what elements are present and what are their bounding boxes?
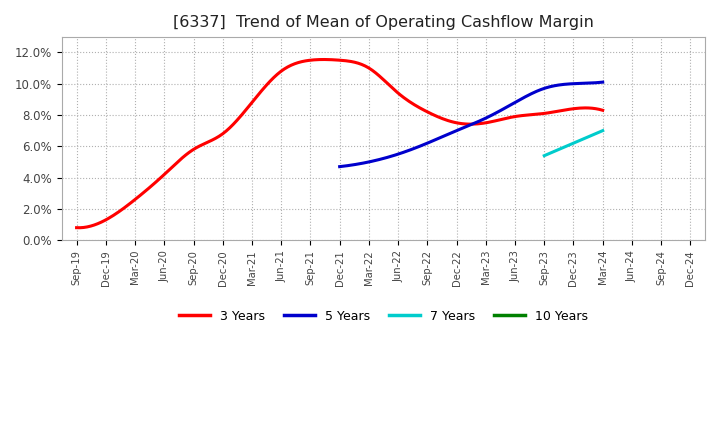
- Legend: 3 Years, 5 Years, 7 Years, 10 Years: 3 Years, 5 Years, 7 Years, 10 Years: [174, 304, 593, 327]
- Title: [6337]  Trend of Mean of Operating Cashflow Margin: [6337] Trend of Mean of Operating Cashfl…: [173, 15, 594, 30]
